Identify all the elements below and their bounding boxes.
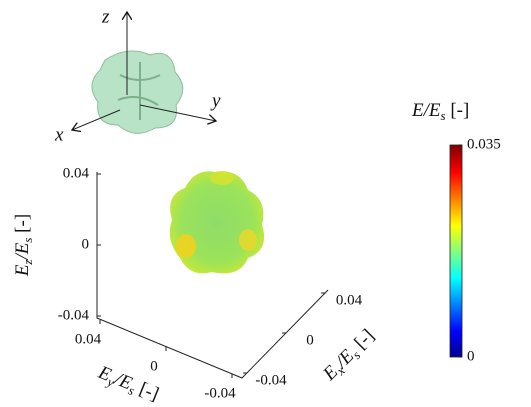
cell-z: z	[101, 6, 110, 27]
cell-x: x	[54, 124, 64, 145]
unit-cell: z y x	[54, 6, 221, 145]
tick-label: -0.04	[255, 372, 287, 388]
colorbar	[450, 145, 462, 357]
figure: z y x E/Es [-] Ez/Es [-] Ey/Es [-] Ex/Es…	[0, 0, 531, 407]
x-label: Ex/Es [-]	[319, 325, 380, 386]
tick-label: 0.04	[63, 165, 90, 181]
colorbar-tick-label: 0	[467, 348, 475, 364]
t: E	[411, 100, 424, 121]
t: E	[12, 264, 33, 277]
tick-label: 0	[82, 236, 90, 252]
t: [-]	[132, 377, 162, 405]
tick-label: 0	[150, 358, 158, 374]
t: [-]	[446, 100, 470, 121]
t: [-]	[12, 214, 33, 238]
t: /E	[12, 242, 33, 260]
colorbar-title: E/Es [-]	[411, 100, 469, 123]
tick-label: -0.04	[204, 385, 236, 401]
tick-label: 0.04	[75, 331, 102, 347]
tick-label: -0.04	[58, 307, 90, 323]
tick-label: 0.04	[336, 292, 363, 308]
colorbar-tick-label: 0.035	[467, 136, 501, 152]
z-label: Ez/Es [-]	[12, 214, 35, 277]
t: /E	[423, 100, 441, 121]
surface	[170, 171, 264, 273]
tick-label: 0	[306, 332, 314, 348]
cell-y: y	[210, 90, 221, 111]
